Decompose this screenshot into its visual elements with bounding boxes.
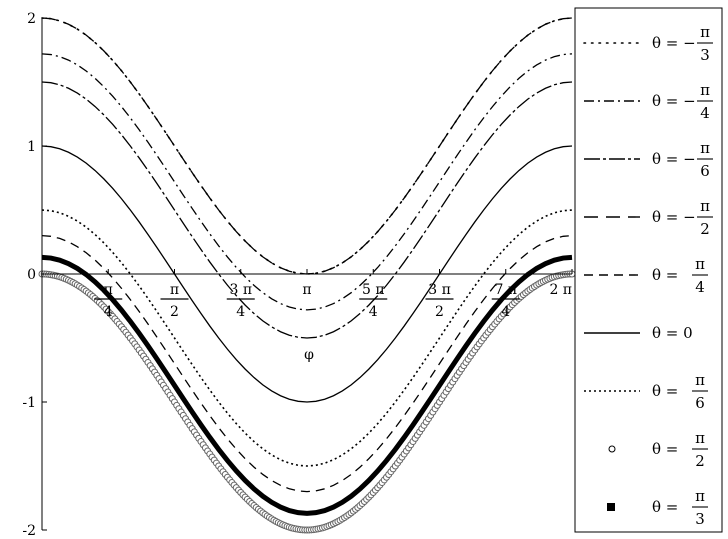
legend-swatch: [608, 445, 616, 453]
y-tick-label: 1: [27, 139, 36, 155]
legend-label-den: 6: [695, 394, 705, 412]
legend-box: [574, 7, 723, 533]
x-tick-label-num: 5 π: [362, 282, 385, 298]
y-tick-label: -1: [22, 395, 36, 411]
legend-label-den: 4: [695, 278, 705, 296]
legend-label-den: 2: [695, 452, 705, 470]
x-tick-label-num: 7 π: [494, 282, 517, 298]
legend-label: θ = −: [652, 208, 696, 226]
legend-label-num: π: [700, 23, 710, 41]
legend-label-den: 4: [700, 104, 710, 122]
legend-label-den: 2: [700, 220, 710, 238]
x-tick-label-den: 4: [104, 304, 113, 320]
legend: θ = −π3θ = −π4θ = −π6θ = −π2θ = π4θ = 0θ…: [574, 7, 723, 533]
legend-label-num: π: [695, 487, 705, 505]
legend-label-num: π: [695, 429, 705, 447]
y-tick-label: 2: [27, 11, 36, 27]
legend-swatch: [607, 503, 615, 511]
x-axis-label: φ: [304, 347, 314, 363]
plot-area: [38, 17, 576, 534]
legend-label-num: π: [700, 139, 710, 157]
legend-label: θ = −: [652, 34, 696, 52]
x-tick-label: π: [302, 282, 311, 298]
series-line-2: [41, 53, 573, 311]
y-tick-label: 0: [27, 267, 36, 283]
x-tick-label-num: 3 π: [428, 282, 451, 298]
legend-label-num: π: [695, 255, 705, 273]
legend-label-num: π: [700, 81, 710, 99]
legend-label: θ =: [652, 266, 678, 284]
series-line-5: [41, 234, 573, 493]
y-tick-label: -2: [22, 523, 36, 539]
x-tick-label-num: π: [104, 282, 113, 298]
axes: 2 1 0 -1 -2 π 4 π 2 3 π 4 π 5 π 4 3 π 2 7 π 4 2 π φ: [22, 11, 573, 539]
x-tick-label: 2 π: [549, 282, 572, 298]
series-line-6: [41, 145, 573, 403]
legend-label-den: 6: [700, 162, 710, 180]
x-tick-label-num: 3 π: [229, 282, 252, 298]
x-tick-label-den: 4: [501, 304, 510, 320]
legend-label-num: π: [700, 197, 710, 215]
legend-label: θ = −: [652, 150, 696, 168]
x-tick-label-den: 4: [369, 304, 378, 320]
x-tick-label-den: 4: [236, 304, 245, 320]
series-line-3: [41, 81, 573, 339]
x-tick-label-den: 2: [435, 304, 444, 320]
x-tick-label-num: π: [170, 282, 179, 298]
legend-label: θ =: [652, 440, 678, 458]
series-line-9: [41, 254, 573, 516]
x-tick-label-den: 2: [170, 304, 179, 320]
legend-label: θ = −: [652, 92, 696, 110]
series-line-7: [41, 209, 573, 467]
legend-label: θ =: [652, 498, 678, 516]
legend-label-den: 3: [695, 510, 705, 528]
legend-label: θ =: [652, 382, 678, 400]
series-line-4: [41, 17, 573, 275]
series-line-1: [41, 17, 573, 275]
legend-label: θ = 0: [652, 324, 693, 342]
legend-label-num: π: [695, 371, 705, 389]
legend-label-den: 3: [700, 46, 710, 64]
